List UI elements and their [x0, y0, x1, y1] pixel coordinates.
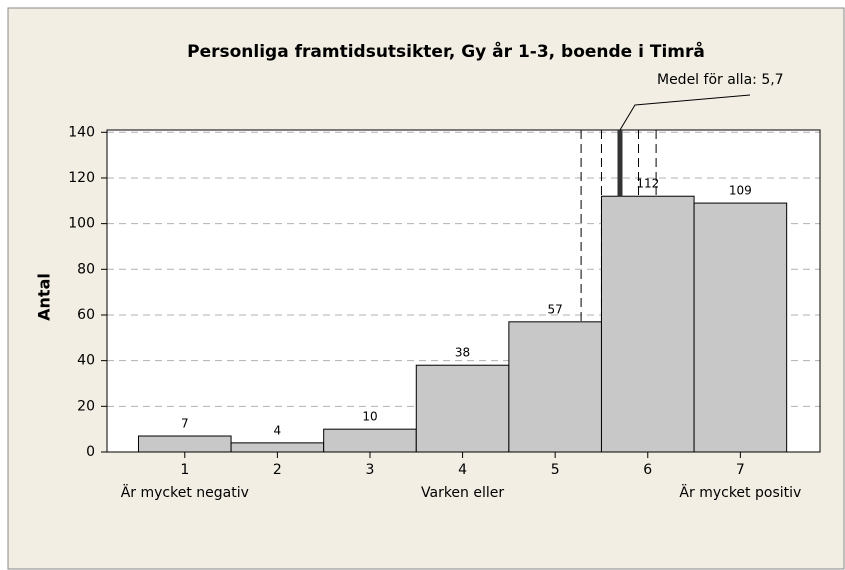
x-tick-label: 1	[180, 462, 189, 478]
mean-label: Medel för alla: 5,7	[657, 72, 784, 88]
bar	[508, 321, 602, 453]
x-tick-label: 7	[736, 462, 745, 478]
data-label: 38	[455, 346, 470, 360]
bar	[323, 428, 417, 453]
y-tick-label: 0	[86, 444, 95, 460]
x-sublabel: Är mycket negativ	[121, 483, 249, 501]
x-tick-label: 6	[643, 462, 652, 478]
bar	[137, 435, 232, 453]
data-label: 7	[181, 417, 189, 431]
data-label: 109	[729, 184, 752, 198]
mean-leader	[619, 94, 751, 131]
y-tick-label: 20	[77, 398, 95, 414]
y-axis-label: Antal	[35, 273, 54, 321]
bar	[600, 195, 695, 453]
x-sublabel: Är mycket positiv	[679, 483, 801, 501]
x-tick-label: 4	[458, 462, 467, 478]
y-tick-label: 140	[68, 124, 95, 140]
bar	[230, 442, 325, 453]
data-label: 10	[362, 410, 377, 424]
x-tick-label: 3	[366, 462, 375, 478]
data-label: 112	[636, 177, 659, 191]
bar	[693, 202, 788, 453]
plot-frame	[106, 129, 821, 453]
y-tick-label: 40	[77, 353, 95, 369]
x-sublabel: Varken eller	[421, 485, 504, 501]
y-tick-label: 100	[68, 216, 95, 232]
y-tick-label: 120	[68, 170, 95, 186]
x-tick-label: 5	[551, 462, 560, 478]
bar	[415, 364, 510, 453]
chart-title: Personliga framtidsutsikter, Gy år 1-3, …	[187, 40, 705, 62]
y-tick-label: 60	[77, 307, 95, 323]
data-label: 4	[274, 423, 282, 437]
data-label: 57	[548, 302, 563, 316]
x-tick-label: 2	[273, 462, 282, 478]
y-tick-label: 80	[77, 261, 95, 277]
